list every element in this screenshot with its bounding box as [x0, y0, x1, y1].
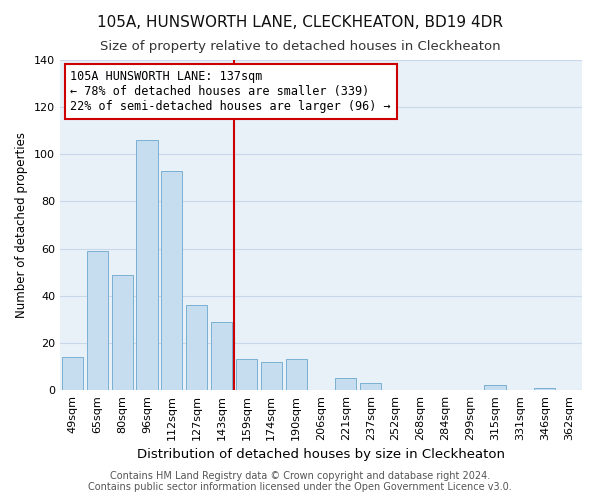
- Bar: [161, 171, 182, 390]
- Bar: [112, 274, 133, 390]
- Text: Contains HM Land Registry data © Crown copyright and database right 2024.
Contai: Contains HM Land Registry data © Crown c…: [88, 471, 512, 492]
- Bar: [87, 251, 108, 390]
- Text: 105A HUNSWORTH LANE: 137sqm
← 78% of detached houses are smaller (339)
22% of se: 105A HUNSWORTH LANE: 137sqm ← 78% of det…: [70, 70, 391, 113]
- Y-axis label: Number of detached properties: Number of detached properties: [16, 132, 28, 318]
- Bar: [211, 322, 232, 390]
- Bar: [136, 140, 158, 390]
- Bar: [286, 360, 307, 390]
- Bar: [62, 357, 83, 390]
- Bar: [186, 305, 207, 390]
- Bar: [534, 388, 555, 390]
- X-axis label: Distribution of detached houses by size in Cleckheaton: Distribution of detached houses by size …: [137, 448, 505, 462]
- Bar: [335, 378, 356, 390]
- Bar: [484, 386, 506, 390]
- Text: Size of property relative to detached houses in Cleckheaton: Size of property relative to detached ho…: [100, 40, 500, 53]
- Bar: [360, 383, 381, 390]
- Text: 105A, HUNSWORTH LANE, CLECKHEATON, BD19 4DR: 105A, HUNSWORTH LANE, CLECKHEATON, BD19 …: [97, 15, 503, 30]
- Bar: [261, 362, 282, 390]
- Bar: [236, 360, 257, 390]
